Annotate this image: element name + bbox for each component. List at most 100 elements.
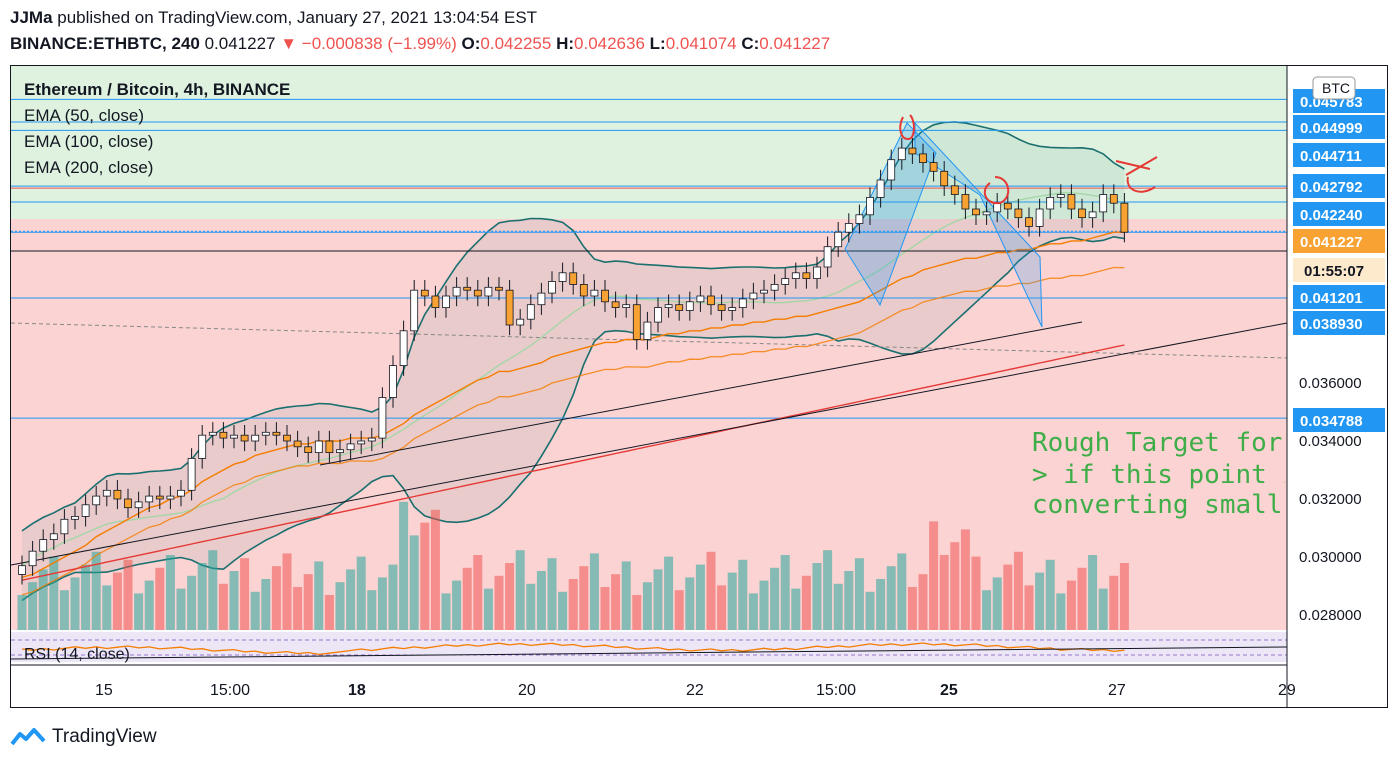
- ohlc-bar: BINANCE:ETHBTC, 240 0.041227 ▼ −0.000838…: [10, 34, 830, 54]
- candle-body: [940, 170, 949, 187]
- volume-bar: [823, 550, 833, 630]
- price-badge: [1293, 258, 1385, 282]
- volume-bar: [664, 556, 674, 630]
- price-change: ▼ −0.000838 (−1.99%): [280, 34, 457, 53]
- annotation-box: Rough Target for re > if this point is r…: [1030, 428, 1285, 523]
- volume-bar: [897, 553, 907, 630]
- volume-bar: [1066, 580, 1076, 630]
- volume-bar: [356, 556, 366, 630]
- candle-body: [569, 272, 578, 285]
- volume-bar: [1088, 555, 1098, 630]
- candle-body: [431, 295, 440, 309]
- volume-bar: [1013, 551, 1023, 630]
- volume-bar: [314, 561, 324, 630]
- volume-bar: [452, 580, 462, 630]
- candle-body: [39, 539, 48, 552]
- candle-body: [124, 498, 132, 509]
- volume-bar: [1035, 572, 1045, 630]
- candle-body: [919, 153, 927, 164]
- volume-bar: [399, 501, 409, 630]
- legend-ema100: EMA (100, close): [24, 132, 154, 151]
- volume-bar: [982, 590, 992, 630]
- volume-bar: [49, 556, 59, 630]
- chart-frame: [10, 65, 1388, 708]
- price-badge-label: 0.042240: [1300, 207, 1363, 224]
- volume-bar: [240, 558, 250, 630]
- legend-rsi: RSI (14, close): [24, 646, 130, 663]
- x-tick-label: 15: [95, 682, 113, 699]
- published-text: published on TradingView.com, January 27…: [57, 8, 538, 27]
- volume-bar: [187, 575, 197, 630]
- candle-body: [707, 295, 715, 306]
- candle-body: [473, 289, 482, 297]
- candle-body: [738, 298, 747, 308]
- trendline-upper: [319, 321, 1083, 466]
- volume-bar: [791, 588, 801, 630]
- candle-body: [855, 214, 864, 224]
- candle-body: [526, 304, 535, 320]
- x-tick-label: 15:00: [210, 682, 250, 699]
- candle-body: [1109, 194, 1118, 204]
- rsi-trendline: [10, 646, 1287, 660]
- low-value: 0.041074: [665, 34, 737, 53]
- volume-bar: [1056, 593, 1066, 630]
- y-tick-label: 0.030000: [1299, 549, 1362, 566]
- volume-bar: [907, 587, 917, 630]
- channel-up: [844, 122, 937, 307]
- hand-mark-2: [983, 176, 1010, 205]
- ema50-line: [21, 231, 1125, 578]
- candle-body: [102, 489, 111, 497]
- price-badge-label: 0.044999: [1300, 120, 1363, 137]
- x-tick-label: 18: [348, 682, 366, 699]
- volume-bar: [812, 563, 822, 630]
- volume-bar: [748, 593, 758, 630]
- candle-body: [177, 489, 185, 497]
- volume-bar: [706, 551, 716, 630]
- price-chart[interactable]: 0.036000 0.034000 0.032000 0.030000 0.028000…: [10, 65, 1388, 708]
- candle-body: [1046, 196, 1055, 210]
- candle-body: [760, 289, 768, 294]
- price-badge: [1293, 202, 1385, 226]
- volume-bar: [695, 564, 705, 630]
- candle-body: [272, 431, 281, 436]
- candle-body: [378, 397, 387, 439]
- candle-body: [558, 272, 567, 282]
- legend-ema50: EMA (50, close): [24, 106, 144, 125]
- candle-body: [1014, 208, 1023, 219]
- high-value: 0.042636: [574, 34, 645, 53]
- candle-body: [770, 283, 779, 291]
- author-name: JJMa: [10, 8, 53, 27]
- candle-body: [1067, 194, 1076, 210]
- candle-body: [897, 147, 906, 161]
- candle-body: [18, 565, 26, 575]
- candle-body: [982, 211, 991, 216]
- volume-bar: [929, 521, 939, 630]
- volume-bar: [197, 563, 207, 630]
- y-tick-label: 0.032000: [1299, 491, 1362, 508]
- price-badge-label: 0.044711: [1300, 148, 1362, 165]
- footer-brand: TradingView: [52, 726, 157, 747]
- hand-mark-1: [899, 114, 915, 140]
- candle-body: [463, 286, 472, 291]
- candle-body: [219, 431, 228, 439]
- rsi-line: [21, 642, 1125, 656]
- open-value: 0.042255: [480, 34, 552, 53]
- candle-body: [92, 495, 101, 506]
- volume-bar: [621, 561, 631, 630]
- volume-bar: [229, 571, 239, 630]
- candle-body: [622, 304, 631, 308]
- close-value: 0.041227: [759, 34, 831, 53]
- candle-body: [357, 440, 366, 445]
- candle-body: [240, 434, 249, 442]
- volume-bar: [282, 553, 292, 630]
- candle-body: [601, 289, 609, 303]
- candle-body: [876, 179, 885, 198]
- candle-body: [261, 431, 270, 436]
- candle-body: [81, 504, 90, 517]
- candle-body: [844, 223, 853, 233]
- legend-title: Ethereum / Bitcoin, 4h, BINANCE: [24, 80, 291, 99]
- candle-body: [654, 307, 662, 323]
- candle-body: [155, 495, 164, 500]
- price-badge: [1293, 174, 1385, 198]
- annotation-line-1: Rough Target for re: [1032, 428, 1285, 458]
